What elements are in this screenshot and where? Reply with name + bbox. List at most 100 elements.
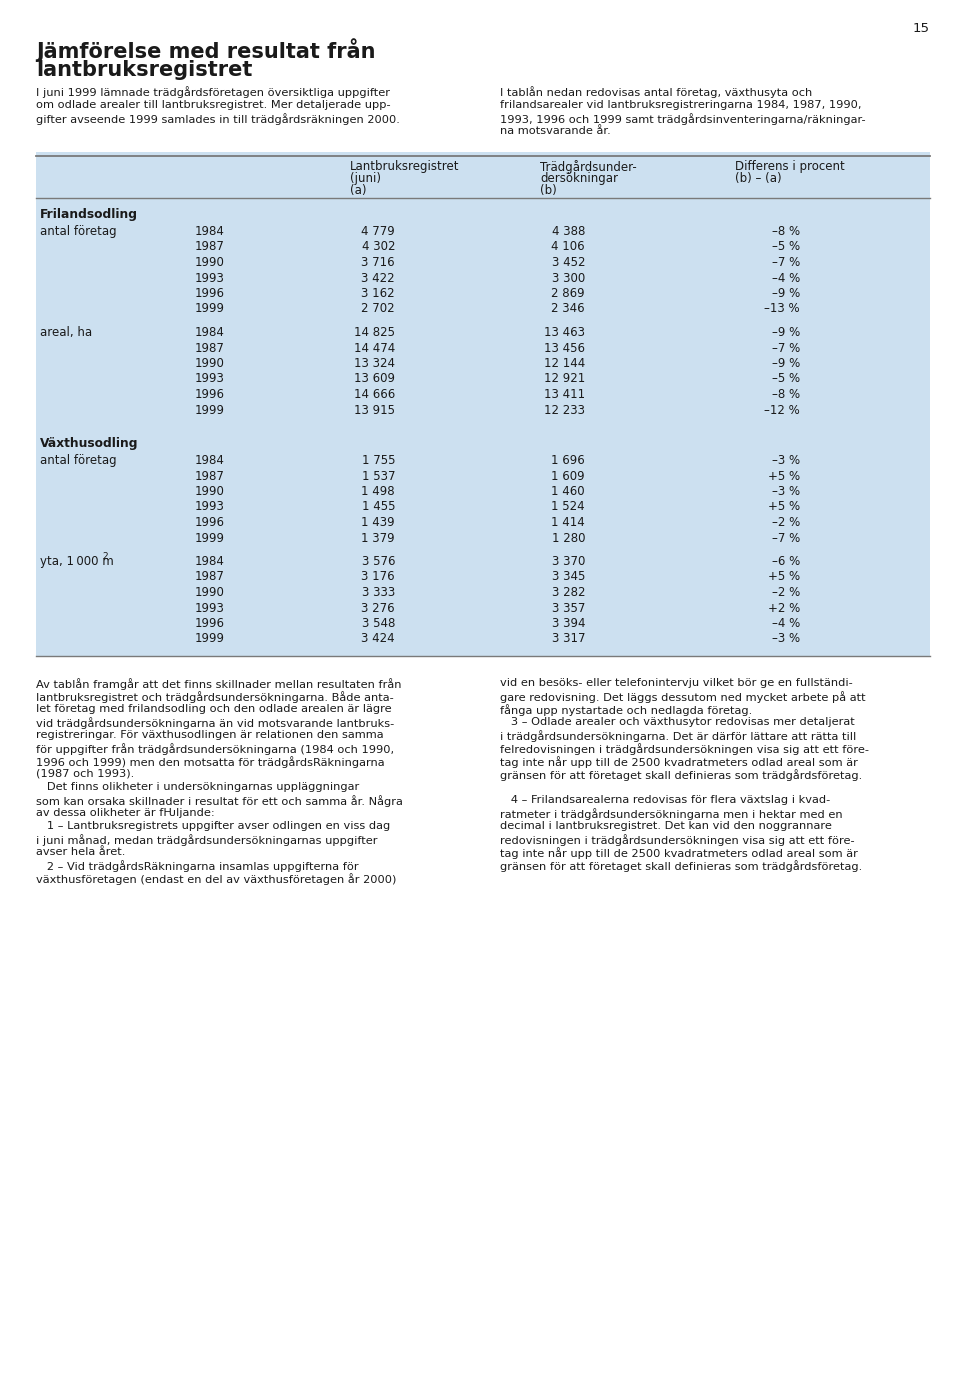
Text: +5 %: +5 % [768, 500, 800, 514]
Text: om odlade arealer till lantbruksregistret. Mer detaljerade upp-: om odlade arealer till lantbruksregistre… [36, 99, 391, 110]
Text: lantbruksregistret: lantbruksregistret [36, 60, 252, 80]
Text: decimal i lantbruksregistret. Det kan vid den noggrannare: decimal i lantbruksregistret. Det kan vi… [500, 822, 832, 831]
Text: frilandsarealer vid lantbruksregistreringarna 1984, 1987, 1990,: frilandsarealer vid lantbruksregistrerin… [500, 99, 861, 110]
Text: 12 921: 12 921 [543, 372, 585, 386]
Text: 13 463: 13 463 [544, 326, 585, 339]
Text: vid trädgårdsundersökningarna än vid motsvarande lantbruks-: vid trädgårdsundersökningarna än vid mot… [36, 717, 395, 728]
Text: tag inte når upp till de 2500 kvadratmeters odlad areal som är: tag inte når upp till de 2500 kvadratmet… [500, 756, 858, 768]
Text: (juni): (juni) [350, 172, 381, 185]
Text: 1996: 1996 [195, 617, 225, 631]
Text: 3 300: 3 300 [552, 272, 585, 284]
Text: 15: 15 [913, 22, 930, 34]
Text: 13 456: 13 456 [544, 342, 585, 354]
Text: gränsen för att företaget skall definieras som trädgårdsföretag.: gränsen för att företaget skall definier… [500, 769, 862, 780]
Text: 1 280: 1 280 [551, 532, 585, 544]
Text: –8 %: –8 % [772, 225, 800, 238]
Text: 1996 och 1999) men den motsatta för trädgårdsRäkningarna: 1996 och 1999) men den motsatta för träd… [36, 756, 385, 768]
Text: i juni månad, medan trädgårdsundersökningarnas uppgifter: i juni månad, medan trädgårdsundersöknin… [36, 834, 377, 846]
Text: –4 %: –4 % [772, 272, 800, 284]
Text: –13 %: –13 % [764, 302, 800, 316]
Text: +5 %: +5 % [768, 470, 800, 482]
Text: 4 106: 4 106 [551, 240, 585, 253]
Text: 1987: 1987 [195, 470, 225, 482]
Text: Trädgårdsunder-: Trädgårdsunder- [540, 159, 636, 174]
Text: 1 – Lantbruksregistrets uppgifter avser odlingen en viss dag: 1 – Lantbruksregistrets uppgifter avser … [36, 822, 391, 831]
Text: Frilandsodling: Frilandsodling [40, 207, 138, 221]
Text: 4 388: 4 388 [552, 225, 585, 238]
Text: –3 %: –3 % [772, 632, 800, 646]
Text: –9 %: –9 % [772, 357, 800, 370]
Text: 1999: 1999 [195, 532, 225, 544]
Text: +5 %: +5 % [768, 570, 800, 584]
Text: gränsen för att företaget skall definieras som trädgårdsföretag.: gränsen för att företaget skall definier… [500, 860, 862, 872]
Text: felredovisningen i trädgårdsundersökningen visa sig att ett före-: felredovisningen i trädgårdsundersökning… [500, 743, 869, 754]
Text: 3 357: 3 357 [552, 602, 585, 614]
Text: (a): (a) [350, 184, 367, 196]
Text: –3 %: –3 % [772, 485, 800, 497]
Text: –3 %: –3 % [772, 453, 800, 467]
Text: I juni 1999 lämnade trädgårdsföretagen översiktliga uppgifter: I juni 1999 lämnade trädgårdsföretagen ö… [36, 87, 390, 98]
Text: 3 716: 3 716 [361, 256, 395, 269]
Text: 3 317: 3 317 [551, 632, 585, 646]
Text: 1984: 1984 [195, 453, 225, 467]
Text: 3 394: 3 394 [551, 617, 585, 631]
Text: 1990: 1990 [195, 485, 225, 497]
Text: –4 %: –4 % [772, 617, 800, 631]
Text: –9 %: –9 % [772, 326, 800, 339]
Text: gifter avseende 1999 samlades in till trädgårdsräkningen 2000.: gifter avseende 1999 samlades in till tr… [36, 113, 400, 125]
Text: 1984: 1984 [195, 225, 225, 238]
Text: 1 755: 1 755 [362, 453, 395, 467]
Text: 4 779: 4 779 [361, 225, 395, 238]
Text: yta, 1 000 m: yta, 1 000 m [40, 555, 113, 567]
Text: 4 – Frilandsarealerna redovisas för flera växtslag i kvad-: 4 – Frilandsarealerna redovisas för fler… [500, 796, 830, 805]
Text: 3 276: 3 276 [361, 602, 395, 614]
Text: 4 302: 4 302 [362, 240, 395, 253]
Text: redovisningen i trädgårdsundersökningen visa sig att ett före-: redovisningen i trädgårdsundersökningen … [500, 834, 854, 846]
Text: antal företag: antal företag [40, 453, 116, 467]
Text: 13 324: 13 324 [354, 357, 395, 370]
Text: –6 %: –6 % [772, 555, 800, 567]
Text: –7 %: –7 % [772, 256, 800, 269]
Text: 1993: 1993 [195, 500, 225, 514]
Text: för uppgifter från trädgårdsundersökningarna (1984 och 1990,: för uppgifter från trädgårdsundersökning… [36, 743, 395, 754]
Text: 3 176: 3 176 [361, 570, 395, 584]
Text: 1996: 1996 [195, 287, 225, 300]
Text: 2 – Vid trädgårdsRäkningarna insamlas uppgifterna för: 2 – Vid trädgårdsRäkningarna insamlas up… [36, 860, 359, 872]
Text: 1 414: 1 414 [551, 517, 585, 529]
Text: 1993: 1993 [195, 602, 225, 614]
Text: areal, ha: areal, ha [40, 326, 92, 339]
Text: 14 666: 14 666 [353, 387, 395, 401]
Text: 3 162: 3 162 [361, 287, 395, 300]
Text: 13 411: 13 411 [544, 387, 585, 401]
Text: avser hela året.: avser hela året. [36, 846, 126, 857]
Text: –2 %: –2 % [772, 517, 800, 529]
Text: 2 702: 2 702 [361, 302, 395, 316]
Text: 13 915: 13 915 [354, 404, 395, 416]
Text: 14 825: 14 825 [354, 326, 395, 339]
Text: na motsvarande år.: na motsvarande år. [500, 126, 611, 136]
Text: Lantbruksregistret: Lantbruksregistret [350, 159, 460, 173]
Text: 1987: 1987 [195, 342, 225, 354]
Text: 1999: 1999 [195, 302, 225, 316]
Text: 14 474: 14 474 [353, 342, 395, 354]
Text: –7 %: –7 % [772, 342, 800, 354]
Text: 1 455: 1 455 [362, 500, 395, 514]
Text: 1993, 1996 och 1999 samt trädgårdsinventeringarna/räkningar-: 1993, 1996 och 1999 samt trädgårdsinvent… [500, 113, 866, 125]
Text: Jämförelse med resultat från: Jämförelse med resultat från [36, 38, 375, 62]
Text: 3 – Odlade arealer och växthusytor redovisas mer detaljerat: 3 – Odlade arealer och växthusytor redov… [500, 717, 854, 727]
Text: antal företag: antal företag [40, 225, 116, 238]
Text: 1987: 1987 [195, 240, 225, 253]
Text: –5 %: –5 % [772, 240, 800, 253]
Text: 1993: 1993 [195, 372, 225, 386]
Text: växthusföretagen (endast en del av växthusföretagen år 2000): växthusföretagen (endast en del av växth… [36, 872, 396, 885]
Text: 1993: 1993 [195, 272, 225, 284]
Text: 1996: 1996 [195, 517, 225, 529]
Text: ratmeter i trädgårdsundersökningarna men i hektar med en: ratmeter i trädgårdsundersökningarna men… [500, 808, 843, 820]
Text: 3 452: 3 452 [551, 256, 585, 269]
Text: 1999: 1999 [195, 404, 225, 416]
Text: 13 609: 13 609 [354, 372, 395, 386]
Text: –8 %: –8 % [772, 387, 800, 401]
Text: fånga upp nystartade och nedlagda företag.: fånga upp nystartade och nedlagda företa… [500, 703, 753, 716]
Text: –12 %: –12 % [764, 404, 800, 416]
Text: (b): (b) [540, 184, 557, 196]
